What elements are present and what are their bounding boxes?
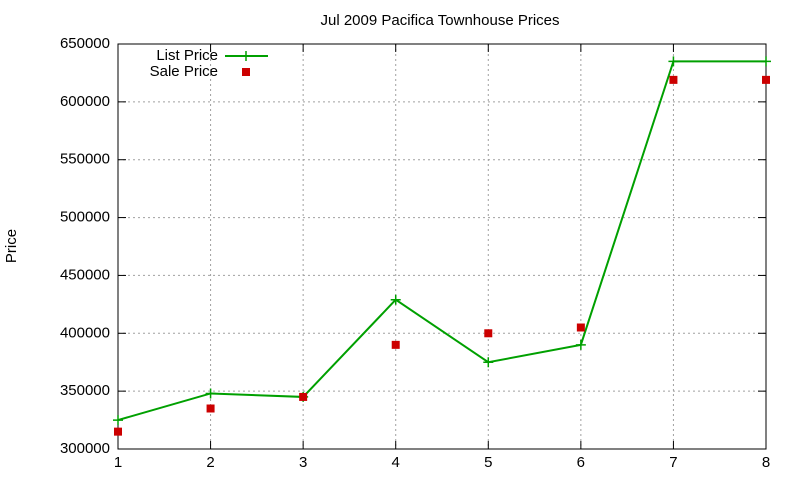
y-tick-label: 450000 (60, 266, 110, 283)
point-marker (668, 56, 679, 67)
point-marker (576, 323, 585, 332)
point-marker (114, 427, 122, 436)
point-marker (761, 56, 771, 67)
chart-title: Jul 2009 Pacifica Townhouse Prices (320, 12, 559, 29)
plot-frame (117, 43, 767, 450)
y-tick-label: 350000 (60, 382, 110, 399)
point-marker (205, 388, 216, 399)
point-marker (484, 329, 493, 338)
legend-swatch (241, 51, 251, 61)
point-marker (390, 294, 401, 305)
point-marker (391, 340, 400, 349)
x-tick-label: 4 (392, 454, 400, 471)
x-tick-label: 1 (114, 454, 122, 471)
point-marker (299, 392, 308, 401)
y-tick-label: 650000 (60, 35, 110, 52)
point-marker (113, 415, 123, 426)
y-tick-label: 300000 (60, 440, 110, 457)
x-tick-label: 5 (484, 454, 492, 471)
y-tick-label: 600000 (60, 93, 110, 110)
y-tick-label: 500000 (60, 209, 110, 226)
legend-label: List Price (156, 47, 218, 64)
point-marker (762, 75, 770, 84)
point-marker (206, 404, 215, 413)
x-tick-label: 2 (206, 454, 214, 471)
y-tick-label: 550000 (60, 151, 110, 168)
legend-label: Sale Price (150, 63, 218, 80)
y-axis-label: Price (3, 229, 20, 263)
x-tick-label: 8 (762, 454, 770, 471)
point-marker (575, 339, 586, 350)
x-tick-label: 6 (577, 454, 585, 471)
x-tick-label: 3 (299, 454, 307, 471)
y-tick-label: 400000 (60, 324, 110, 341)
series-line (117, 60, 766, 422)
legend-swatch (242, 68, 250, 76)
x-tick-label: 7 (669, 454, 677, 471)
point-marker (669, 75, 678, 84)
point-marker (483, 357, 494, 368)
